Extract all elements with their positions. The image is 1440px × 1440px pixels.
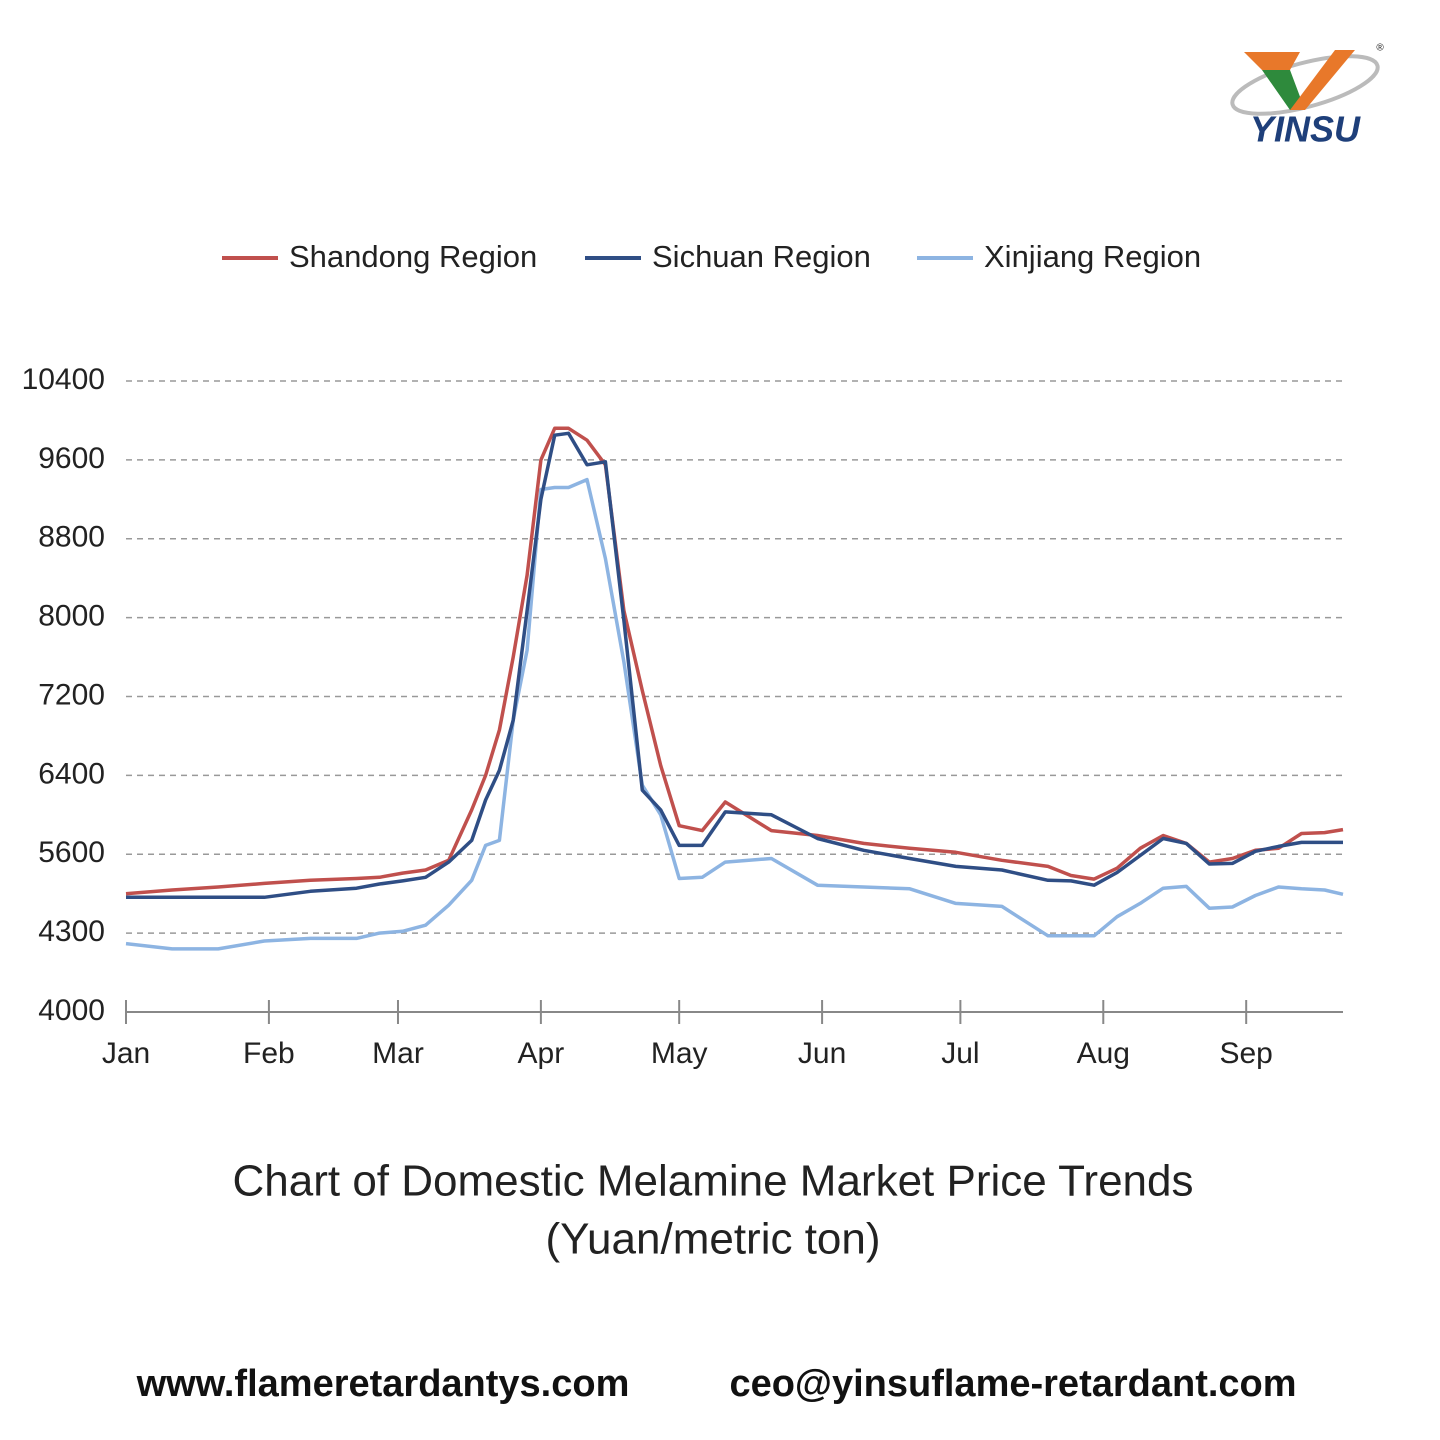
x-tick-label: Jul	[941, 1037, 979, 1070]
y-tick-label: 9600	[38, 442, 105, 475]
y-tick-label: 4000	[38, 994, 105, 1027]
x-tick-label: Sep	[1219, 1037, 1272, 1070]
legend-label: Xinjiang Region	[984, 239, 1201, 274]
y-tick-label: 8800	[38, 521, 105, 554]
chart-subtitle: (Yuan/metric ton)	[545, 1215, 880, 1264]
x-tick-label: Mar	[372, 1037, 424, 1070]
x-tick-label: May	[651, 1037, 708, 1070]
y-tick-label: 5600	[38, 836, 105, 869]
x-tick-label: Jan	[102, 1037, 150, 1070]
logo-swoosh	[1230, 54, 1380, 116]
logo-shape	[1290, 50, 1355, 110]
x-tick-label: Aug	[1077, 1037, 1130, 1070]
x-tick-label: Apr	[518, 1037, 565, 1070]
y-tick-label: 8000	[38, 600, 105, 633]
footer-url: www.flameretardantys.com	[136, 1363, 630, 1405]
x-tick-label: Jun	[798, 1037, 846, 1070]
logo-mark: ®	[1376, 43, 1384, 54]
series-line	[125, 477, 1344, 951]
y-tick-label: 6400	[38, 757, 105, 790]
logo-shape	[1262, 70, 1305, 110]
legend-label: Shandong Region	[289, 239, 537, 274]
y-tick-label: 4300	[38, 915, 105, 948]
series-line	[125, 426, 1344, 896]
chart-title: Chart of Domestic Melamine Market Price …	[233, 1157, 1194, 1206]
y-tick-label: 7200	[38, 678, 105, 711]
logo: YINSU ®	[1230, 43, 1384, 150]
logo-text: YINSU	[1250, 109, 1361, 150]
x-tick-label: Feb	[243, 1037, 295, 1070]
y-tick-label: 10400	[22, 363, 105, 396]
logo-shape	[1244, 52, 1300, 70]
series-line	[126, 431, 1343, 900]
legend-label: Sichuan Region	[652, 239, 871, 274]
footer-email: ceo@yinsuflame-retardant.com	[729, 1363, 1296, 1405]
